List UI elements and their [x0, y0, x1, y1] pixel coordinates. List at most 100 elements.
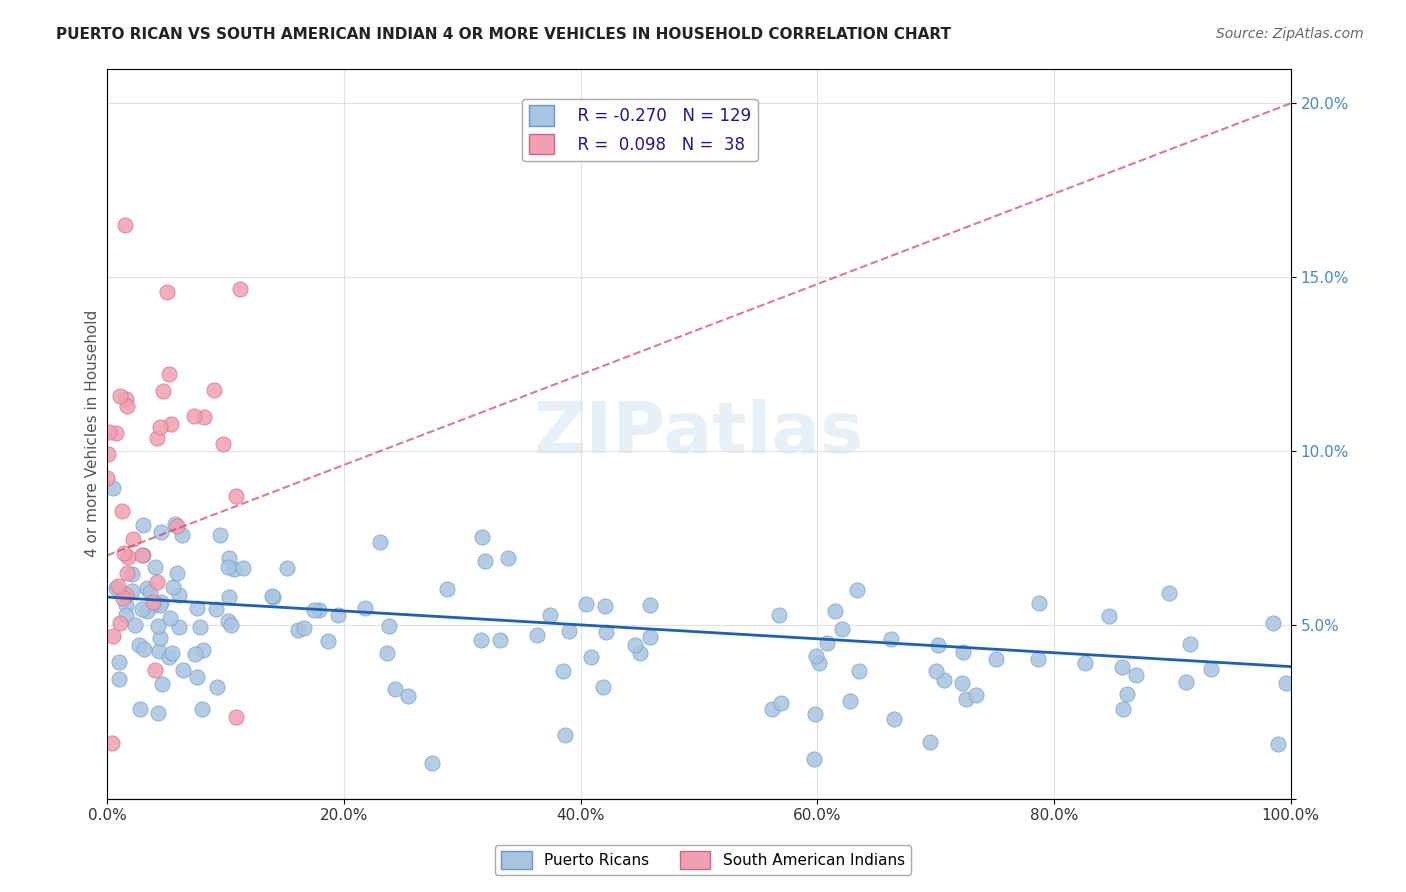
Point: [260, 590, 283, 604]
Point: [101, 736, 124, 750]
Point: [375, 646, 398, 660]
Point: [557, 624, 579, 639]
Point: [218, 590, 240, 604]
Point: [222, 562, 245, 576]
Y-axis label: 4 or more Vehicles in Household: 4 or more Vehicles in Household: [86, 310, 100, 558]
Point: [595, 625, 617, 640]
Point: [804, 648, 827, 663]
Point: [204, 383, 226, 397]
Point: [294, 621, 316, 635]
Point: [934, 673, 956, 688]
Point: [101, 481, 124, 495]
Point: [143, 598, 166, 612]
Point: [768, 607, 790, 622]
Point: [575, 597, 598, 611]
Point: [422, 756, 444, 771]
Point: [159, 611, 181, 625]
Point: [188, 620, 211, 634]
Point: [1098, 608, 1121, 623]
Point: [139, 585, 162, 599]
Point: [166, 518, 188, 533]
Point: [1175, 675, 1198, 690]
Point: [205, 680, 228, 694]
Point: [920, 735, 942, 749]
Point: [117, 549, 139, 564]
Point: [370, 534, 392, 549]
Point: [97, 425, 120, 440]
Point: [498, 550, 520, 565]
Point: [880, 632, 903, 646]
Point: [211, 437, 233, 451]
Point: [1112, 701, 1135, 715]
Point: [354, 601, 377, 615]
Point: [150, 677, 173, 691]
Point: [287, 623, 309, 637]
Point: [593, 599, 616, 613]
Point: [128, 638, 150, 652]
Point: [149, 595, 172, 609]
Point: [166, 566, 188, 580]
Point: [489, 633, 512, 648]
Point: [815, 636, 838, 650]
Point: [186, 600, 208, 615]
Point: [149, 419, 172, 434]
Point: [108, 655, 131, 669]
Point: [803, 752, 825, 766]
Point: [218, 551, 240, 566]
Point: [640, 598, 662, 612]
Point: [581, 649, 603, 664]
Point: [217, 614, 239, 628]
Point: [157, 650, 180, 665]
Point: [193, 409, 215, 424]
Point: [628, 646, 651, 660]
Point: [1028, 596, 1050, 610]
Legend:   R = -0.270   N = 129,   R =  0.098   N =  38: R = -0.270 N = 129, R = 0.098 N = 38: [522, 99, 758, 161]
Point: [538, 608, 561, 623]
Point: [924, 664, 946, 678]
Point: [219, 617, 242, 632]
Point: [761, 702, 783, 716]
Point: [302, 602, 325, 616]
Point: [276, 561, 298, 575]
Point: [1274, 675, 1296, 690]
Point: [136, 581, 159, 595]
Point: [121, 532, 143, 546]
Point: [124, 617, 146, 632]
Point: [107, 579, 129, 593]
Point: [143, 663, 166, 677]
Point: [115, 599, 138, 613]
Point: [1026, 652, 1049, 666]
Point: [170, 528, 193, 542]
Point: [117, 399, 139, 413]
Point: [129, 702, 152, 716]
Point: [191, 642, 214, 657]
Point: [160, 417, 183, 432]
Point: [150, 524, 173, 539]
Point: [131, 548, 153, 562]
Point: [167, 620, 190, 634]
Point: [103, 629, 125, 643]
Legend: Puerto Ricans, South American Indians: Puerto Ricans, South American Indians: [495, 845, 911, 875]
Point: [965, 688, 987, 702]
Point: [474, 554, 496, 568]
Point: [111, 591, 134, 605]
Point: [167, 588, 190, 602]
Point: [204, 601, 226, 615]
Point: [838, 694, 860, 708]
Point: [115, 566, 138, 580]
Point: [1074, 656, 1097, 670]
Point: [551, 665, 574, 679]
Point: [1116, 687, 1139, 701]
Point: [883, 712, 905, 726]
Point: [804, 706, 827, 721]
Point: [143, 560, 166, 574]
Text: ZIPatlas: ZIPatlas: [534, 399, 865, 468]
Point: [132, 517, 155, 532]
Point: [328, 608, 350, 623]
Point: [316, 634, 339, 648]
Point: [554, 728, 576, 742]
Point: [470, 632, 492, 647]
Point: [148, 644, 170, 658]
Point: [172, 664, 194, 678]
Point: [384, 682, 406, 697]
